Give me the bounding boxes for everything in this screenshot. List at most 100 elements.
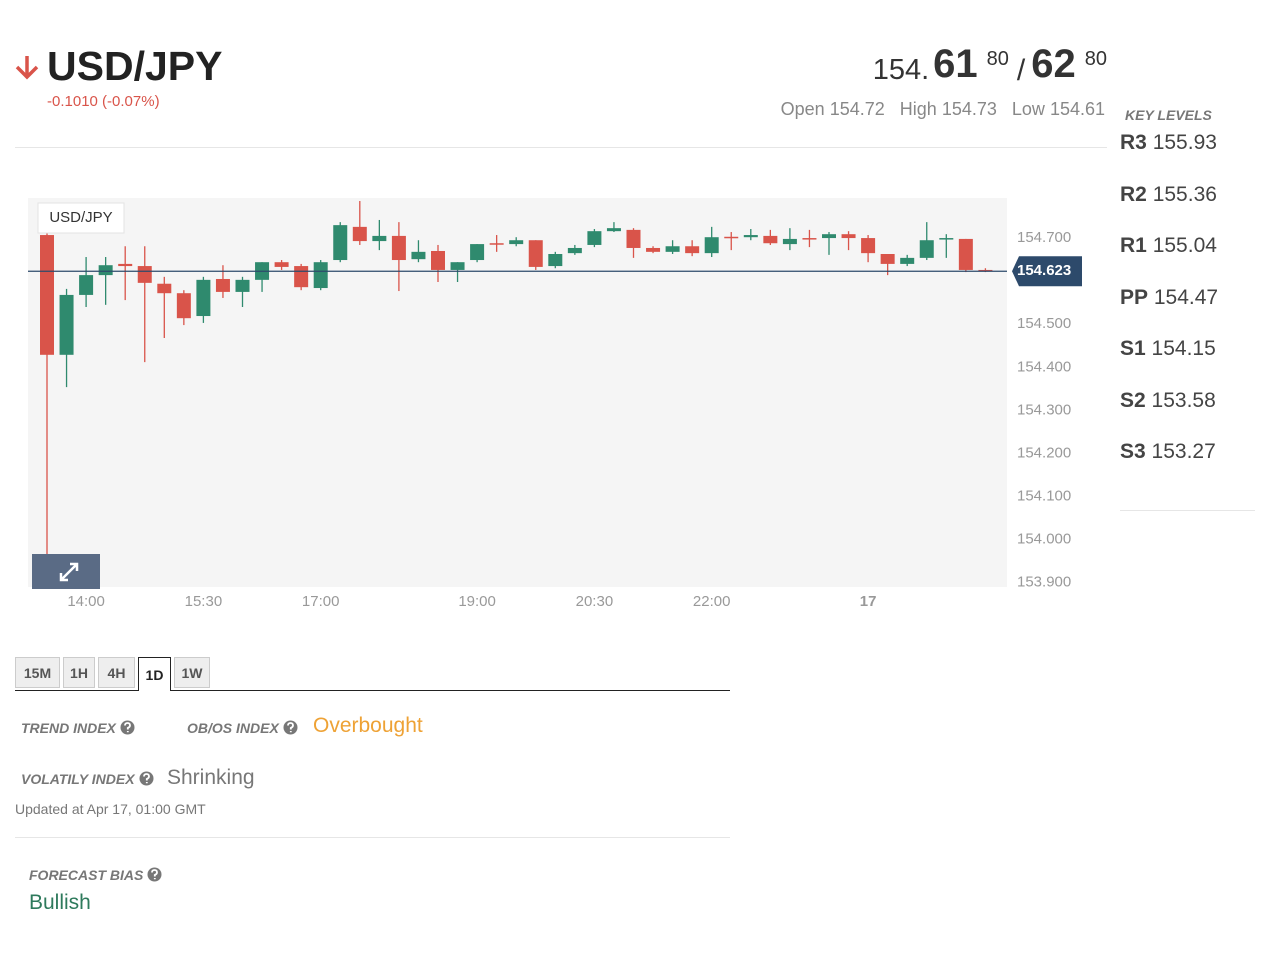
level-name: S3: [1120, 440, 1146, 463]
candle-body: [157, 283, 172, 294]
candle-body: [958, 238, 973, 270]
high: 154.73: [941, 99, 997, 119]
candle-body: [841, 234, 856, 239]
candle-body: [372, 235, 387, 242]
ohl: Open 154.72 High 154.73 Low 154.61: [781, 99, 1105, 120]
y-tick-label: 154.300: [1017, 401, 1071, 418]
x-tick-label: 17:00: [302, 593, 340, 610]
level-name: S2: [1120, 388, 1146, 412]
level-value: 153.27: [1151, 440, 1216, 463]
candle-body: [919, 240, 934, 258]
candle-body: [118, 263, 133, 267]
tab[interactable]: 1D: [138, 657, 171, 691]
candle-body: [665, 246, 680, 252]
candle-body: [196, 279, 211, 317]
candle-body: [489, 243, 504, 245]
expand-button[interactable]: [32, 554, 100, 589]
key-level: PP 154.47: [1120, 286, 1218, 310]
candle-body: [450, 262, 465, 270]
key-level: S2 153.58: [1120, 389, 1216, 413]
level-name: R2: [1120, 182, 1147, 206]
candle-body: [274, 262, 289, 267]
level-name: S1: [1120, 337, 1146, 360]
candle-body: [587, 231, 602, 245]
candle-body: [743, 235, 758, 238]
change: -0.1010 (-0.07%): [47, 93, 160, 110]
tab[interactable]: 4H: [98, 657, 135, 688]
candle-body: [176, 293, 191, 319]
candle-body: [391, 235, 406, 261]
key-level: R3 155.93: [1120, 131, 1217, 155]
key-levels-title: KEY LEVELS: [1125, 107, 1212, 123]
divider: [15, 837, 730, 838]
candle-body: [685, 246, 700, 254]
x-tick-label: 19:00: [458, 593, 496, 610]
candle-body: [782, 238, 797, 245]
candle-body: [626, 229, 641, 248]
last-price-marker: [1012, 256, 1082, 287]
key-level: S1 154.15: [1120, 337, 1216, 361]
y-tick-label: 154.200: [1017, 444, 1071, 461]
bid-frac: 80: [986, 48, 1009, 70]
candle-body: [59, 294, 74, 355]
volatility-value: Shrinking: [167, 766, 255, 789]
help-icon[interactable]: [139, 771, 154, 786]
candle-body: [822, 234, 836, 239]
y-tick-label: 154.400: [1017, 358, 1071, 375]
chart-title: USD/JPY: [49, 209, 112, 226]
down-arrow-icon: [15, 56, 39, 80]
level-name: PP: [1120, 285, 1149, 309]
help-icon[interactable]: [120, 720, 135, 735]
last-price-label: 154.623: [1017, 262, 1071, 279]
expand-icon: [59, 562, 79, 582]
help-icon[interactable]: [147, 867, 162, 882]
candle-body: [411, 251, 426, 260]
plot-area: [28, 198, 1007, 587]
symbol: USD/JPY: [47, 43, 223, 89]
y-tick-label: 154.000: [1017, 531, 1071, 548]
low: 154.61: [1049, 99, 1105, 119]
volatility-label: VOLATILY INDEX: [21, 771, 154, 787]
candle-body: [79, 275, 94, 295]
candle-body: [861, 238, 876, 254]
candle-body: [98, 265, 113, 276]
y-tick-label: 153.900: [1017, 574, 1071, 591]
candle-body: [704, 237, 719, 254]
candle-body: [900, 257, 915, 264]
volatility-text: VOLATILY INDEX: [21, 771, 135, 787]
chart-title-box: [37, 202, 125, 234]
level-name: R1: [1120, 234, 1147, 257]
y-tick-label: 154.100: [1017, 488, 1071, 505]
tab[interactable]: 15M: [15, 657, 60, 688]
obos-value: Overbought: [313, 714, 423, 737]
level-value: 154.47: [1153, 285, 1219, 309]
level-value: 155.36: [1152, 182, 1217, 206]
level-value: 153.58: [1151, 388, 1216, 412]
candle-body: [470, 244, 485, 261]
candle-body: [215, 278, 230, 292]
y-tick-label: 154.500: [1017, 315, 1071, 332]
candle-body: [567, 247, 582, 254]
low-label: Low: [1011, 99, 1045, 119]
open-label: Open: [780, 99, 825, 119]
ask: 62: [1031, 42, 1076, 86]
trend-text: TREND INDEX: [21, 720, 116, 736]
key-level: R2 155.36: [1120, 183, 1217, 207]
chart: 153.900 154.000 154.100 154.200 154.300 154.4…: [28, 198, 1082, 610]
tab-underline: [15, 690, 730, 691]
tab[interactable]: 1H: [63, 657, 95, 688]
candle-body: [939, 238, 954, 240]
level-name: R3: [1120, 131, 1147, 154]
divider: [1120, 510, 1255, 511]
x-tick-label: 17: [860, 593, 877, 610]
help-icon[interactable]: [283, 720, 298, 735]
key-level: S3 153.27: [1120, 440, 1216, 464]
candle-body: [724, 236, 739, 239]
x-tick-label: 20:30: [576, 593, 614, 610]
forecast-value: Bullish: [29, 891, 91, 914]
ask-frac: 80: [1084, 48, 1107, 70]
divider: [15, 147, 1107, 148]
tab[interactable]: 1W: [174, 657, 210, 688]
candle-body: [235, 279, 250, 292]
